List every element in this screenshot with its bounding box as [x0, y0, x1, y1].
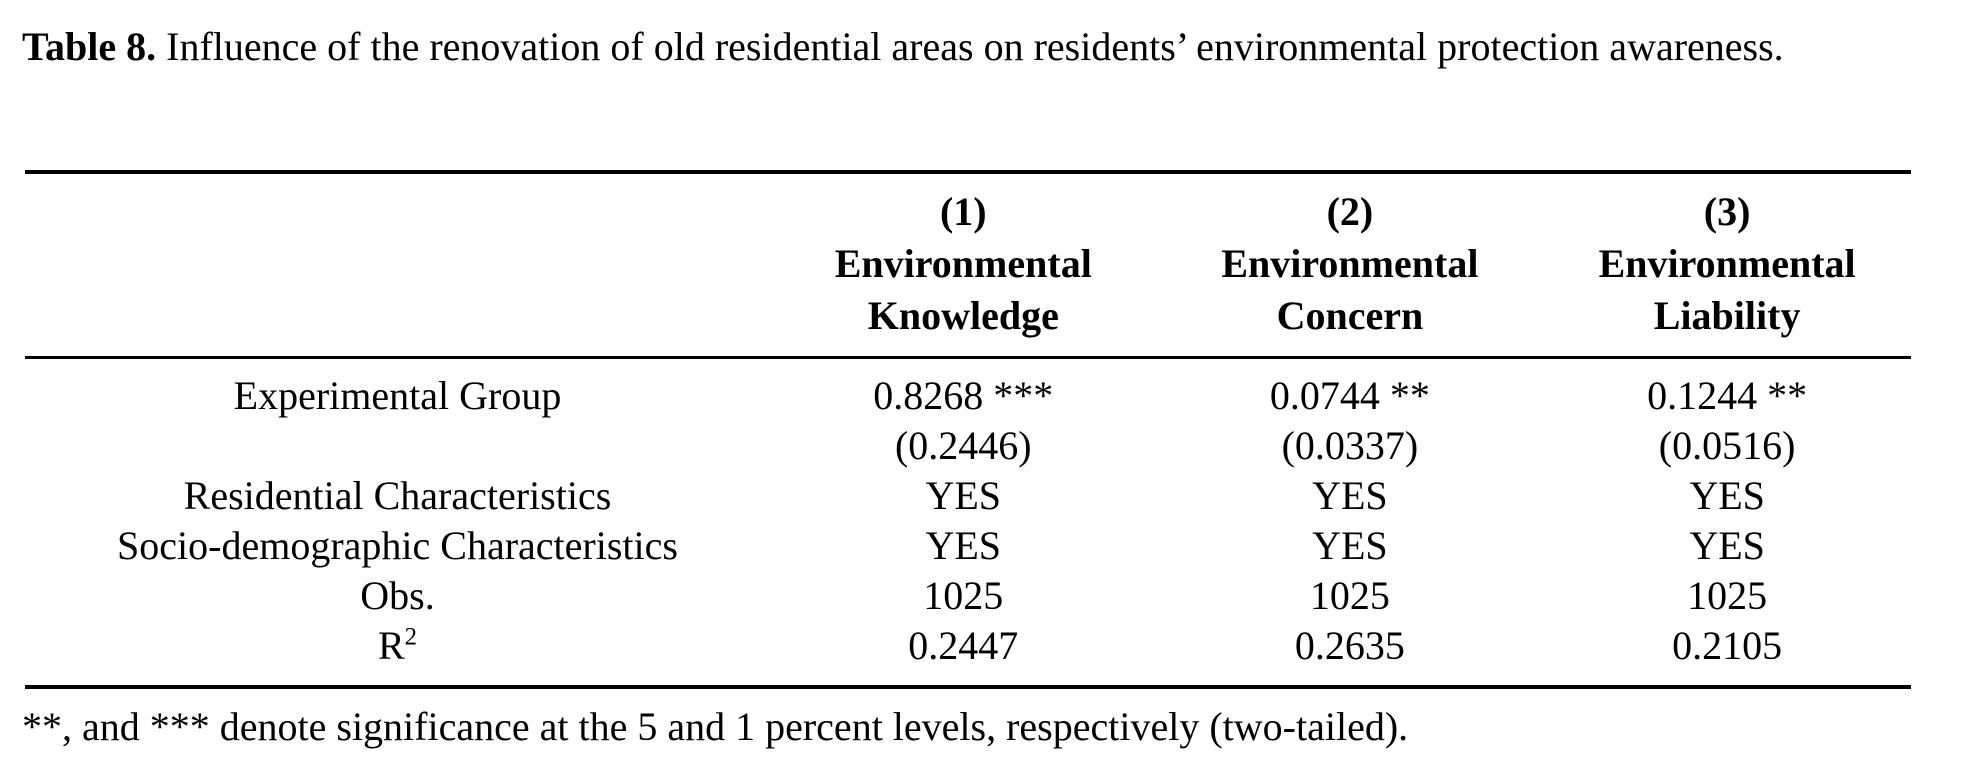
- cell-control-flag: YES: [1312, 523, 1388, 568]
- cell-standard-error: (0.2446): [894, 423, 1032, 468]
- header-cell-environmental-knowledge: (1) Environmental Knowledge: [770, 172, 1157, 358]
- header-cell-empty: [25, 172, 770, 358]
- cell-coefficient: 0.1244 **: [1647, 373, 1808, 418]
- r-squared-base: R: [377, 623, 405, 668]
- cell-observations: 1025: [923, 573, 1004, 618]
- table-row-observations: Obs. 1025 1025 1025: [25, 571, 1911, 621]
- cell-r-squared: 0.2447: [908, 623, 1019, 668]
- results-table: (1) Environmental Knowledge (2) Environm…: [25, 170, 1911, 689]
- header-cell-environmental-concern: (2) Environmental Concern: [1157, 172, 1544, 358]
- column-number: (2): [1326, 189, 1374, 234]
- table-row-socio-demographic-characteristics: Socio-demographic Characteristics YES YE…: [25, 521, 1911, 571]
- row-label: Obs.: [360, 573, 435, 618]
- cell-r-squared: 0.2635: [1294, 623, 1405, 668]
- cell-control-flag: YES: [1689, 523, 1765, 568]
- cell-control-flag: YES: [925, 523, 1002, 568]
- caption-label: Table 8.: [22, 24, 157, 69]
- table-row-residential-characteristics: Residential Characteristics YES YES YES: [25, 471, 1911, 521]
- r-squared-superscript: 2: [404, 623, 418, 651]
- column-title-line1: Environmental: [1598, 241, 1856, 286]
- row-label: Experimental Group: [233, 373, 562, 418]
- row-label: Socio-demographic Characteristics: [117, 523, 678, 568]
- table-row-standard-errors: (0.2446) (0.0337) (0.0516): [25, 421, 1911, 471]
- caption-text: Influence of the renovation of old resid…: [156, 24, 1784, 69]
- column-title-line1: Environmental: [834, 241, 1092, 286]
- row-label: Residential Characteristics: [183, 473, 612, 518]
- cell-coefficient: 0.0744 **: [1269, 373, 1430, 418]
- row-label: [25, 421, 770, 471]
- cell-r-squared: 0.2105: [1672, 623, 1783, 668]
- table-row-experimental-group: Experimental Group 0.8268 *** 0.0744 ** …: [25, 358, 1911, 422]
- column-title-line2: Knowledge: [867, 293, 1059, 338]
- header-row: (1) Environmental Knowledge (2) Environm…: [25, 172, 1911, 358]
- cell-observations: 1025: [1687, 573, 1768, 618]
- column-title-line1: Environmental: [1221, 241, 1479, 286]
- row-label: R2: [25, 621, 770, 687]
- cell-control-flag: YES: [1312, 473, 1388, 518]
- column-title-line2: Concern: [1276, 293, 1424, 338]
- significance-footnote: **, and *** denote significance at the 5…: [22, 704, 1409, 749]
- table-row-r-squared: R2 0.2447 0.2635 0.2105: [25, 621, 1911, 687]
- header-cell-environmental-liability: (3) Environmental Liability: [1543, 172, 1911, 358]
- column-title-line2: Liability: [1653, 293, 1801, 338]
- cell-standard-error: (0.0337): [1281, 423, 1419, 468]
- cell-standard-error: (0.0516): [1658, 423, 1796, 468]
- cell-coefficient: 0.8268 ***: [873, 373, 1054, 418]
- table-caption: Table 8. Influence of the renovation of …: [22, 12, 1944, 82]
- cell-observations: 1025: [1309, 573, 1390, 618]
- cell-control-flag: YES: [925, 473, 1002, 518]
- cell-control-flag: YES: [1689, 473, 1765, 518]
- column-number: (3): [1703, 189, 1751, 234]
- column-number: (1): [939, 189, 987, 234]
